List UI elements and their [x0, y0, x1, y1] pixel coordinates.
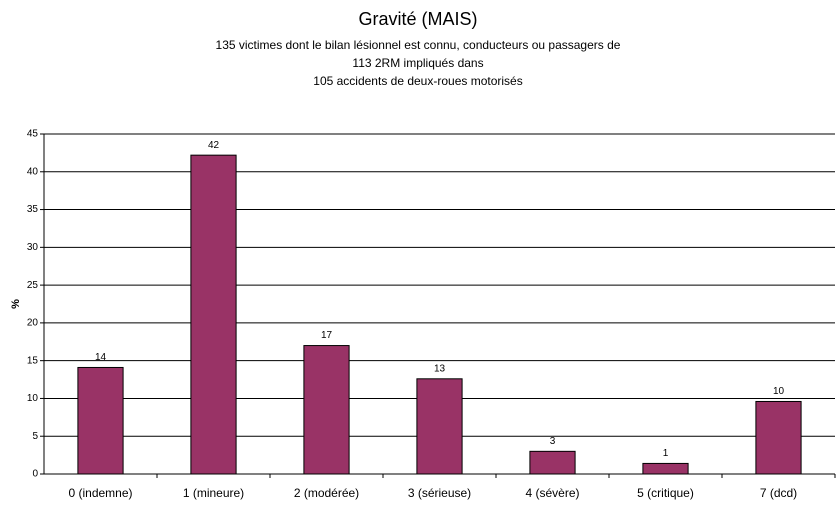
y-tick-label: 0 [32, 469, 38, 480]
data-label: 13 [434, 363, 446, 374]
data-label: 17 [321, 330, 333, 341]
y-tick-label: 35 [27, 204, 39, 215]
y-axis-label: % [10, 299, 22, 309]
chart-subtitle: 105 accidents de deux-roues motorisés [313, 74, 522, 88]
chart-subtitle: 135 victimes dont le bilan lésionnel est… [216, 38, 621, 52]
x-tick-label: 4 (sévère) [525, 486, 579, 500]
bar [303, 345, 350, 475]
data-label: 10 [773, 386, 785, 397]
data-label: 42 [208, 140, 220, 151]
x-tick-label: 2 (modérée) [294, 486, 359, 500]
bar [416, 378, 463, 475]
data-label: 14 [95, 352, 107, 363]
y-tick-label: 10 [27, 393, 39, 404]
x-tick-label: 1 (mineure) [183, 486, 244, 500]
data-label: 1 [663, 448, 669, 459]
x-tick-label: 0 (indemne) [68, 486, 132, 500]
y-tick-label: 45 [27, 129, 39, 140]
bar [77, 366, 124, 475]
data-label: 3 [550, 436, 556, 447]
y-tick-label: 40 [27, 166, 39, 177]
bar [755, 400, 802, 475]
chart-title: Gravité (MAIS) [358, 9, 477, 29]
y-tick-label: 20 [27, 318, 39, 329]
y-tick-label: 30 [27, 242, 39, 253]
x-tick-label: 3 (sérieuse) [408, 486, 471, 500]
x-tick-label: 7 (dcd) [760, 486, 797, 500]
chart-subtitle: 113 2RM impliqués dans [352, 56, 483, 70]
y-tick-label: 5 [32, 431, 38, 442]
bar [529, 450, 576, 475]
y-tick-label: 25 [27, 280, 39, 291]
bar [642, 462, 689, 475]
x-tick-label: 5 (critique) [637, 486, 694, 500]
y-tick-label: 15 [27, 355, 39, 366]
bar [190, 154, 237, 475]
